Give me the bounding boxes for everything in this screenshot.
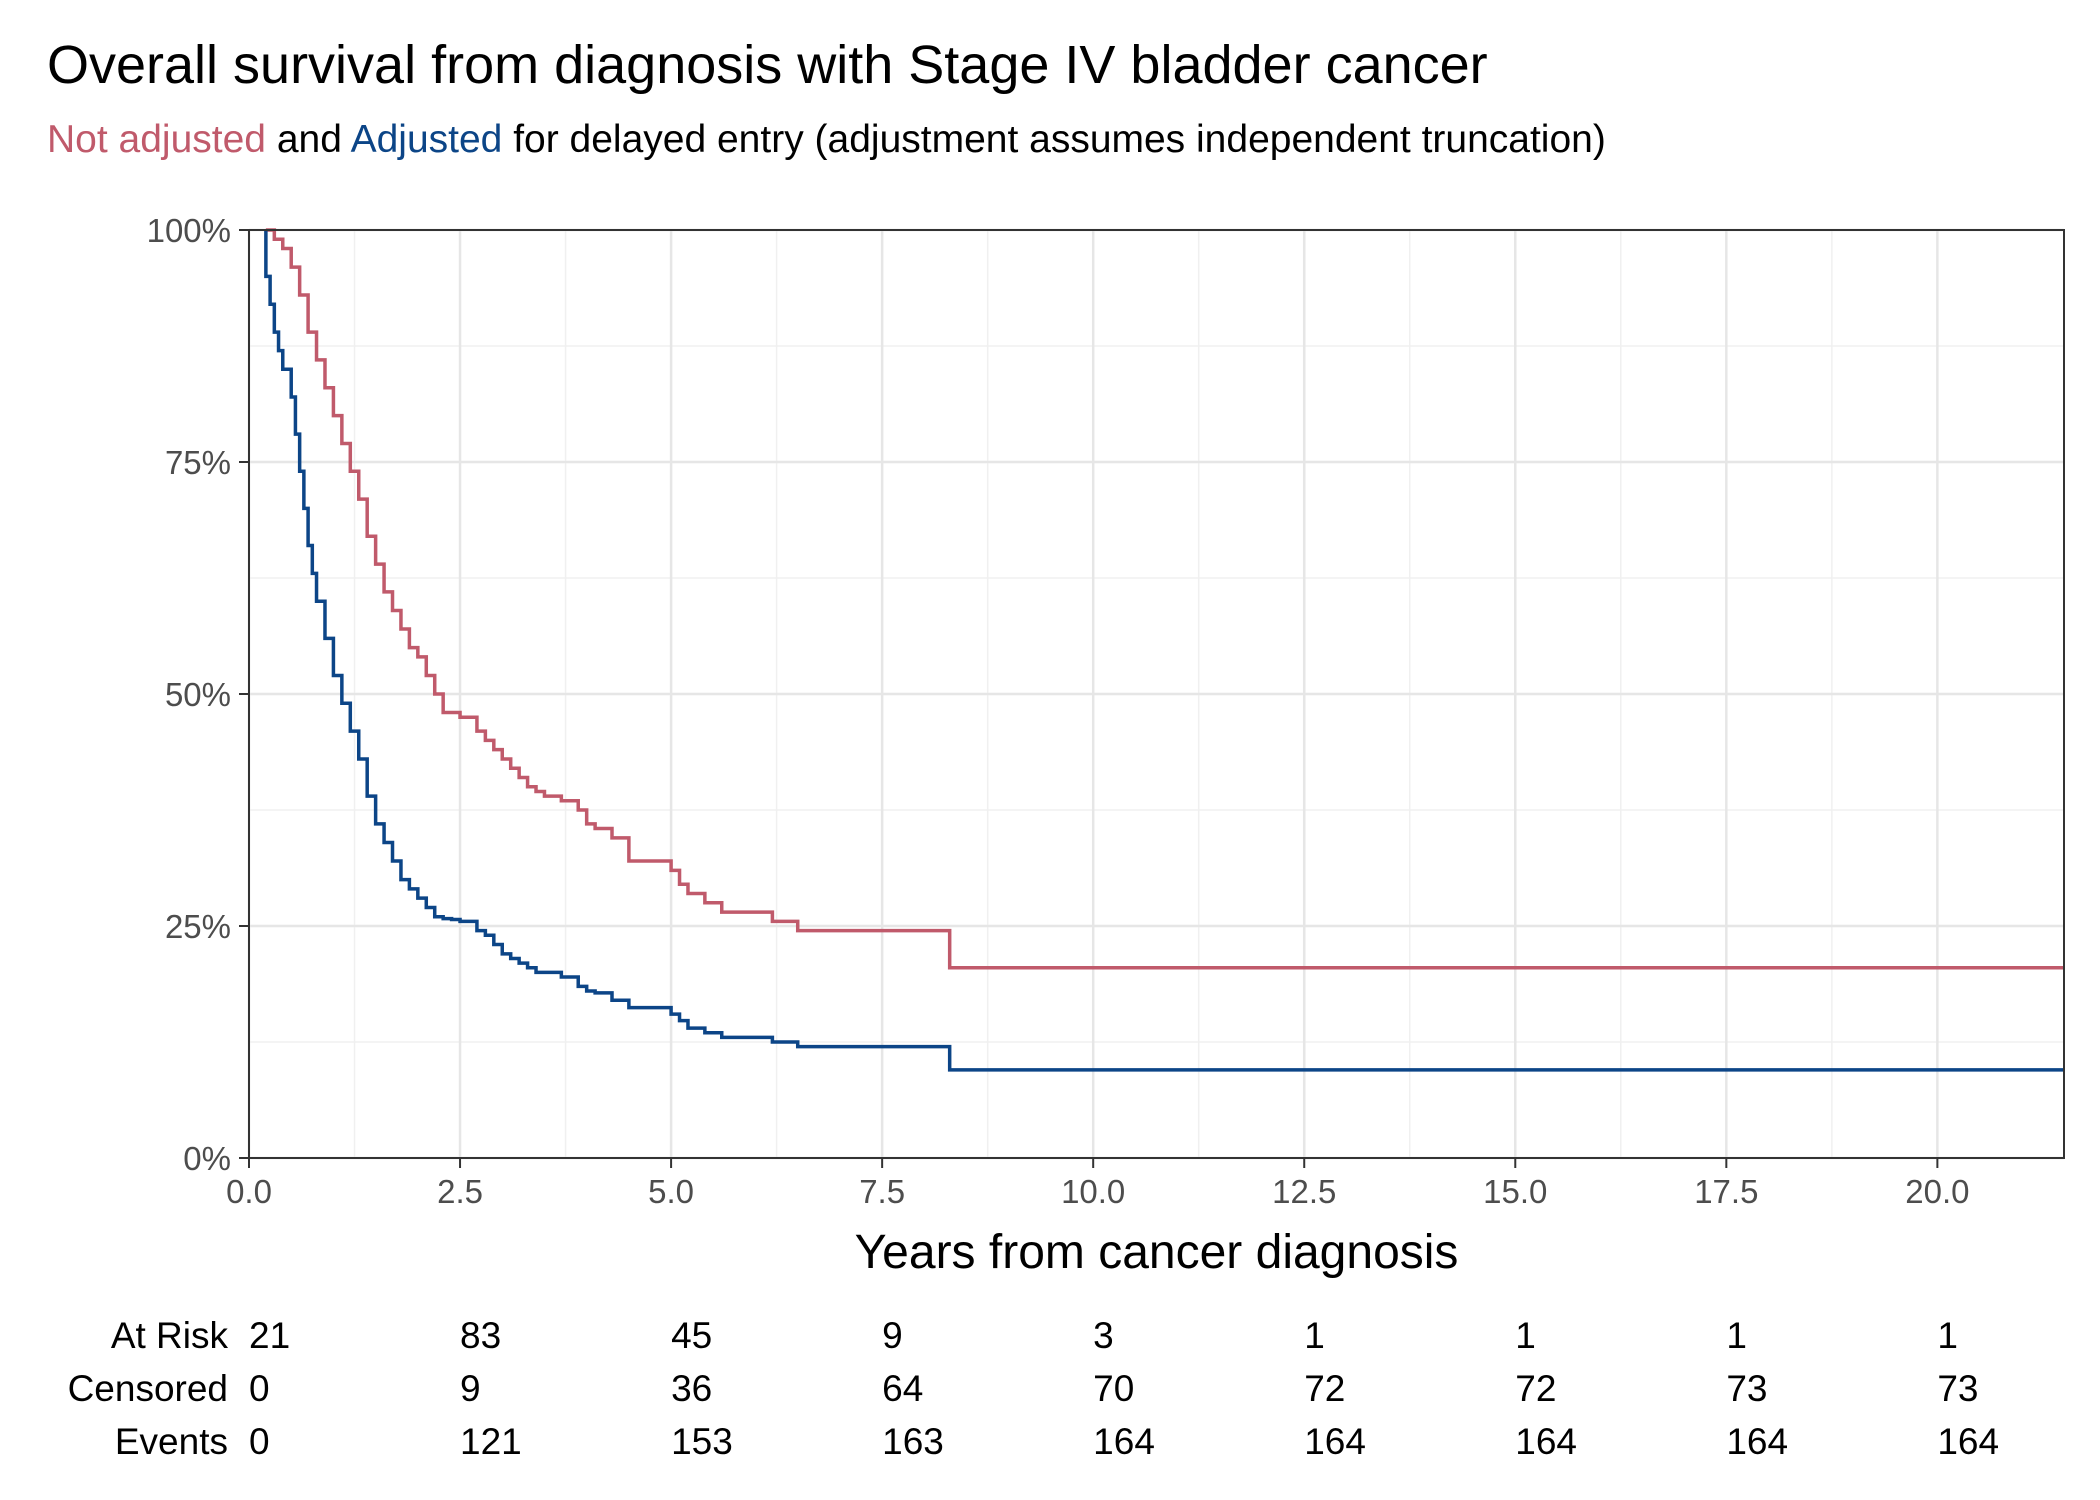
risk-table-row-label: Events — [115, 1421, 228, 1462]
risk-table-cell: 121 — [460, 1421, 522, 1462]
risk-table-row-label: Censored — [68, 1368, 228, 1409]
subtitle-and: and — [266, 118, 351, 161]
axes: 0.0 2.5 5.0 7.5 10.0 12.5 15.0 17.5 20.0 0% 25% 50%… — [147, 212, 1970, 1210]
subtitle-rest: for delayed entry (adjustment assumes in… — [502, 118, 1605, 161]
y-tick-label: 0% — [183, 1140, 231, 1177]
chart-title: Overall survival from diagnosis with Sta… — [47, 35, 1488, 95]
risk-table-cell: 73 — [1726, 1368, 1767, 1409]
risk-table-cell: 164 — [1726, 1421, 1788, 1462]
risk-table-cell: 0 — [249, 1368, 270, 1409]
risk-table-row-label: At Risk — [111, 1315, 229, 1356]
x-tick-label: 5.0 — [648, 1173, 694, 1210]
risk-table-cell: 164 — [1304, 1421, 1366, 1462]
risk-table: At Risk 21 83 45 9 3 1 1 1 1 Censored 0 9 36 64 70 72 72 7… — [68, 1315, 2000, 1462]
x-tick-label: 15.0 — [1483, 1173, 1547, 1210]
risk-table-cell: 64 — [882, 1368, 923, 1409]
risk-table-cell: 9 — [882, 1315, 903, 1356]
x-tick-label: 2.5 — [437, 1173, 483, 1210]
risk-table-cell: 1 — [1726, 1315, 1747, 1356]
y-tick-label: 75% — [165, 444, 231, 481]
x-tick-label: 10.0 — [1061, 1173, 1125, 1210]
chart-subtitle: Not adjusted and Adjusted for delayed en… — [47, 118, 1606, 161]
y-tick-label: 100% — [147, 212, 231, 249]
risk-table-cell: 72 — [1304, 1368, 1345, 1409]
x-tick-label: 12.5 — [1272, 1173, 1336, 1210]
y-tick-label: 25% — [165, 908, 231, 945]
risk-table-cell: 164 — [1515, 1421, 1577, 1462]
risk-table-cell: 45 — [671, 1315, 712, 1356]
x-tick-label: 7.5 — [859, 1173, 905, 1210]
risk-table-cell: 83 — [460, 1315, 501, 1356]
risk-table-cell: 153 — [671, 1421, 733, 1462]
subtitle-adjusted: Adjusted — [351, 118, 503, 161]
x-tick-label: 17.5 — [1694, 1173, 1758, 1210]
risk-table-cell: 164 — [1937, 1421, 1999, 1462]
risk-table-cell: 1 — [1515, 1315, 1536, 1356]
risk-table-cell: 1 — [1304, 1315, 1325, 1356]
risk-table-cell: 0 — [249, 1421, 270, 1462]
series-lines — [264, 228, 2064, 1072]
risk-table-cell: 73 — [1937, 1368, 1978, 1409]
risk-table-cell: 21 — [249, 1315, 290, 1356]
risk-table-cell: 72 — [1515, 1368, 1556, 1409]
risk-table-cell: 164 — [1093, 1421, 1155, 1462]
series-line-not-adjusted — [265, 228, 2064, 970]
x-tick-label: 20.0 — [1905, 1173, 1969, 1210]
subtitle-not-adjusted: Not adjusted — [47, 118, 266, 161]
x-tick-label: 0.0 — [226, 1173, 272, 1210]
risk-table-cell: 3 — [1093, 1315, 1114, 1356]
grid-lines — [247, 228, 2064, 1160]
risk-table-cell: 70 — [1093, 1368, 1134, 1409]
risk-table-cell: 36 — [671, 1368, 712, 1409]
x-axis-title: Years from cancer diagnosis — [855, 1226, 1459, 1279]
series-line-adjusted — [264, 230, 2064, 1072]
risk-table-cell: 163 — [882, 1421, 944, 1462]
y-tick-label: 50% — [165, 676, 231, 713]
risk-table-cell: 1 — [1937, 1315, 1958, 1356]
risk-table-cell: 9 — [460, 1368, 481, 1409]
